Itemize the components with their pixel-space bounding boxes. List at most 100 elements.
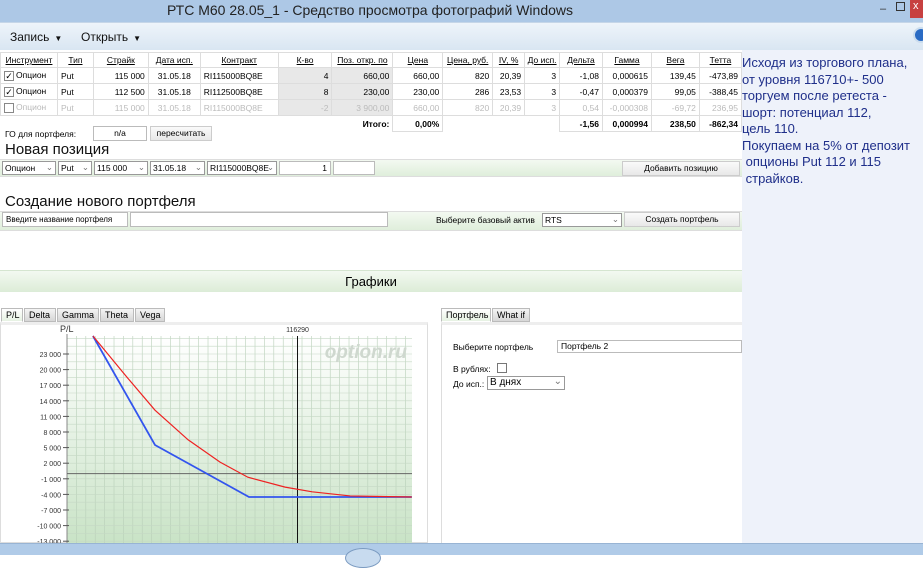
cell-text: 230,00 — [413, 86, 440, 97]
column-header[interactable]: До исп. — [524, 52, 561, 68]
cell-text: 31.05.18 — [157, 102, 191, 113]
cell-text: RI115000BQ8E — [203, 102, 263, 113]
help-icon[interactable] — [913, 27, 923, 43]
add-position-button[interactable]: Добавить позицию — [622, 161, 740, 176]
new-portfolio-title: Создание нового портфеля — [5, 193, 196, 210]
close-button[interactable]: x — [910, 0, 923, 18]
column-header[interactable]: Страйк — [92, 52, 149, 68]
portfolio-select-label: Выберите портфель — [453, 342, 534, 352]
column-header[interactable]: К-во — [277, 52, 333, 68]
table-cell: ✓ Опцион — [0, 83, 58, 100]
chevron-down-icon: ⌄ — [45, 162, 53, 172]
tab-delta[interactable]: Delta — [24, 308, 56, 322]
side-tab-0[interactable]: Портфель — [441, 308, 491, 322]
annotation-note: Исходя из торгового плана, от уровня 116… — [742, 50, 923, 543]
table-cell: 236,95 — [698, 99, 743, 116]
column-header[interactable]: Дата исп. — [147, 52, 201, 68]
cell-text: 20,39 — [499, 70, 522, 81]
y-tick-label: 8 000 — [43, 430, 61, 437]
instrument-select[interactable]: Опцион ⌄ — [2, 161, 56, 175]
table-row: Опцион Put 115 000 31.05.18 RI115000BQ8E -2 3 … — [0, 99, 743, 116]
play-slideshow-button[interactable] — [345, 548, 381, 568]
portfolio-name-label: Введите название портфеля — [2, 212, 128, 227]
total-pct: 0,00% — [392, 115, 444, 132]
pl-current-line — [92, 335, 412, 498]
charts-header: Графики — [0, 270, 742, 292]
side-tab-1[interactable]: What if — [492, 308, 530, 322]
maximize-button[interactable] — [896, 2, 905, 11]
column-header[interactable]: Тетта — [698, 52, 743, 68]
row-checkbox[interactable] — [4, 102, 14, 113]
cell-text: -0,47 — [579, 86, 599, 97]
table-cell: 115 000 — [92, 99, 149, 116]
current-price-label: 116290 — [286, 327, 309, 334]
minimize-button[interactable]: – — [880, 3, 887, 15]
total-label: Итого: — [362, 118, 390, 129]
positions-table: Инструмент Тип Страйк Дата исп. Контракт К-во… — [0, 52, 743, 132]
tab-theta[interactable]: Theta — [100, 308, 134, 322]
y-tick-label: -10 000 — [37, 524, 61, 531]
portfolio-select[interactable]: Портфель 2 — [557, 340, 742, 353]
table-cell[interactable]: 8 — [277, 83, 333, 100]
table-cell: 3 — [524, 99, 561, 116]
total-gamma: 0,000994 — [602, 115, 652, 132]
table-row: ✓ Опцион Put 115 000 31.05.18 RI115000BQ8E 4 66… — [0, 67, 743, 84]
cell-text: Опцион — [16, 86, 47, 97]
total-delta: -1,56 — [559, 115, 603, 132]
select-value: RTS — [545, 215, 562, 225]
table-cell: 20,39 — [492, 99, 526, 116]
pl-chart: P/L 23 000 20 000 17 000 14 000 11 000 8 000 5 … — [37, 324, 412, 546]
column-header[interactable]: Цена — [392, 52, 444, 68]
cell-text: 8 — [323, 86, 329, 97]
expiry-select[interactable]: В днях ⌄ — [487, 376, 565, 390]
cell-text: Опцион — [16, 70, 47, 81]
select-value: 31.05.18 — [153, 163, 187, 173]
create-portfolio-button[interactable]: Создать портфель — [624, 212, 740, 227]
y-tick-label: -13 000 — [37, 539, 61, 546]
tab-vega[interactable]: Vega — [135, 308, 165, 322]
column-header[interactable]: Вега — [650, 52, 700, 68]
tab-gamma[interactable]: Gamma — [57, 308, 99, 322]
recalculate-button[interactable]: пересчитать — [150, 126, 212, 141]
column-header[interactable]: IV, % — [492, 52, 526, 68]
cell-text: 139,45 — [669, 70, 696, 81]
cell-text: 20,39 — [499, 102, 522, 113]
date-select[interactable]: 31.05.18 ⌄ — [150, 161, 205, 175]
quantity-input[interactable]: 1 — [279, 161, 331, 175]
portfolio-name-input[interactable] — [130, 212, 388, 227]
cell-text: Put — [60, 70, 74, 81]
chevron-down-icon: ⌄ — [611, 214, 619, 224]
rub-checkbox[interactable] — [497, 363, 507, 373]
type-select[interactable]: Put ⌄ — [58, 161, 92, 175]
title-bar: РТС М60 28.05_1 - Средство просмотра фот… — [0, 0, 923, 22]
cell-text: 0,000615 — [612, 70, 648, 81]
table-cell[interactable]: 4 — [277, 67, 333, 84]
chevron-down-icon: ⌄ — [81, 162, 89, 172]
column-header[interactable]: Инструмент — [0, 52, 58, 68]
chevron-down-icon: ⌄ — [194, 162, 202, 172]
column-header[interactable]: Цена, руб. — [442, 52, 494, 68]
menu-record[interactable]: Запись ▼ — [10, 30, 62, 44]
column-header[interactable]: Контракт — [199, 52, 279, 68]
margin-label: ГО для портфеля: — [5, 129, 77, 139]
tab-pl[interactable]: P/L — [1, 308, 23, 322]
select-value: RI115000BQ8E — [210, 163, 269, 173]
menu-open[interactable]: Открыть ▼ — [81, 30, 141, 44]
column-header[interactable]: Дельта — [559, 52, 603, 68]
cell-text: -2 — [320, 102, 329, 113]
y-tick-label: 2 000 — [43, 461, 61, 468]
contract-select[interactable]: RI115000BQ8E ⌄ — [207, 161, 277, 175]
side-panel — [441, 322, 742, 543]
base-asset-select[interactable]: RTS ⌄ — [542, 213, 622, 227]
price-input[interactable] — [333, 161, 375, 175]
watermark: option.ru — [325, 342, 408, 363]
y-tick-label: 5 000 — [43, 446, 61, 453]
chevron-down-icon: ⌄ — [553, 376, 562, 387]
dropdown-arrow-icon: ▼ — [133, 34, 142, 43]
strike-select[interactable]: 115 000 ⌄ — [94, 161, 148, 175]
cell-text: 230,00 — [363, 86, 390, 97]
row-checkbox[interactable]: ✓ — [4, 70, 14, 81]
total-theta: -862,34 — [698, 115, 743, 132]
row-checkbox[interactable]: ✓ — [4, 86, 14, 97]
menu-label: Открыть — [81, 30, 129, 44]
